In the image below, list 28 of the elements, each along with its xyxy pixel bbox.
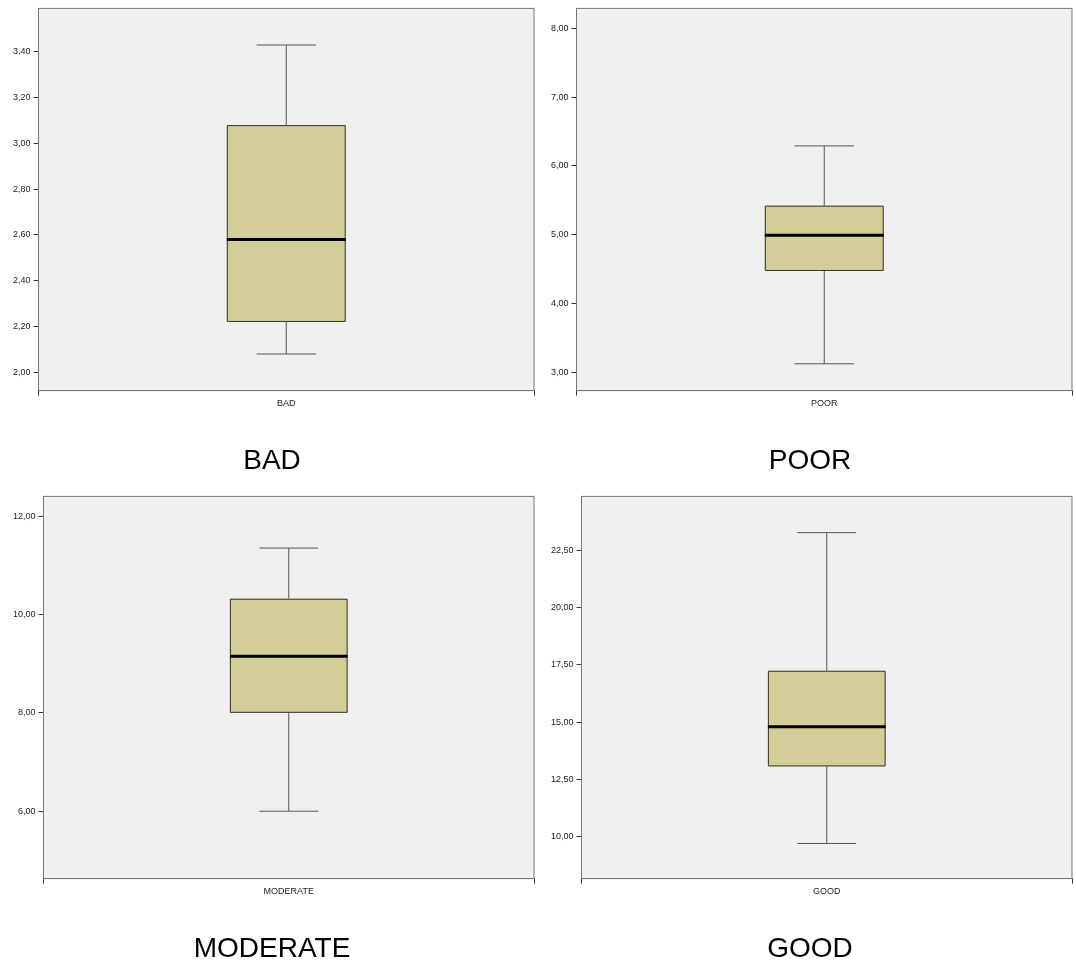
- y-tick-label: 22,50: [550, 544, 574, 555]
- y-tick-label: 5,00: [550, 229, 569, 240]
- y-tick-label: 12,00: [12, 510, 36, 521]
- y-tick-label: 4,00: [550, 297, 569, 308]
- y-tick-label: 10,00: [12, 608, 36, 619]
- y-tick-label: 10,00: [550, 831, 574, 842]
- y-tick-label: 3,40: [12, 46, 31, 57]
- text: MODERATE: [193, 931, 351, 963]
- y-tick-label: 2,20: [12, 321, 31, 331]
- y-tick-label: 3,20: [12, 92, 31, 103]
- y-tick-label: 2,00: [12, 366, 31, 377]
- y-tick-label: 6,00: [17, 805, 36, 816]
- y-tick-label: 8,00: [17, 707, 36, 718]
- y-tick-label: 20,00: [550, 601, 574, 612]
- y-tick-label: 15,00: [550, 716, 574, 727]
- y-tick-label: 17,50: [550, 659, 574, 670]
- text: BAD: [243, 443, 301, 475]
- y-tick-label: 3,00: [550, 366, 569, 377]
- y-tick-label: 12,50: [550, 773, 574, 784]
- y-tick-label: 2,80: [12, 183, 31, 194]
- text: POOR: [768, 443, 852, 475]
- y-tick-label: 6,00: [550, 160, 569, 171]
- y-tick-label: 7,00: [550, 91, 569, 102]
- y-tick-label: 2,40: [12, 275, 31, 286]
- text: GOOD: [767, 931, 853, 963]
- y-tick-label: 3,00: [12, 137, 31, 148]
- y-tick-label: 8,00: [550, 22, 569, 33]
- y-tick-label: 2,60: [12, 229, 31, 240]
